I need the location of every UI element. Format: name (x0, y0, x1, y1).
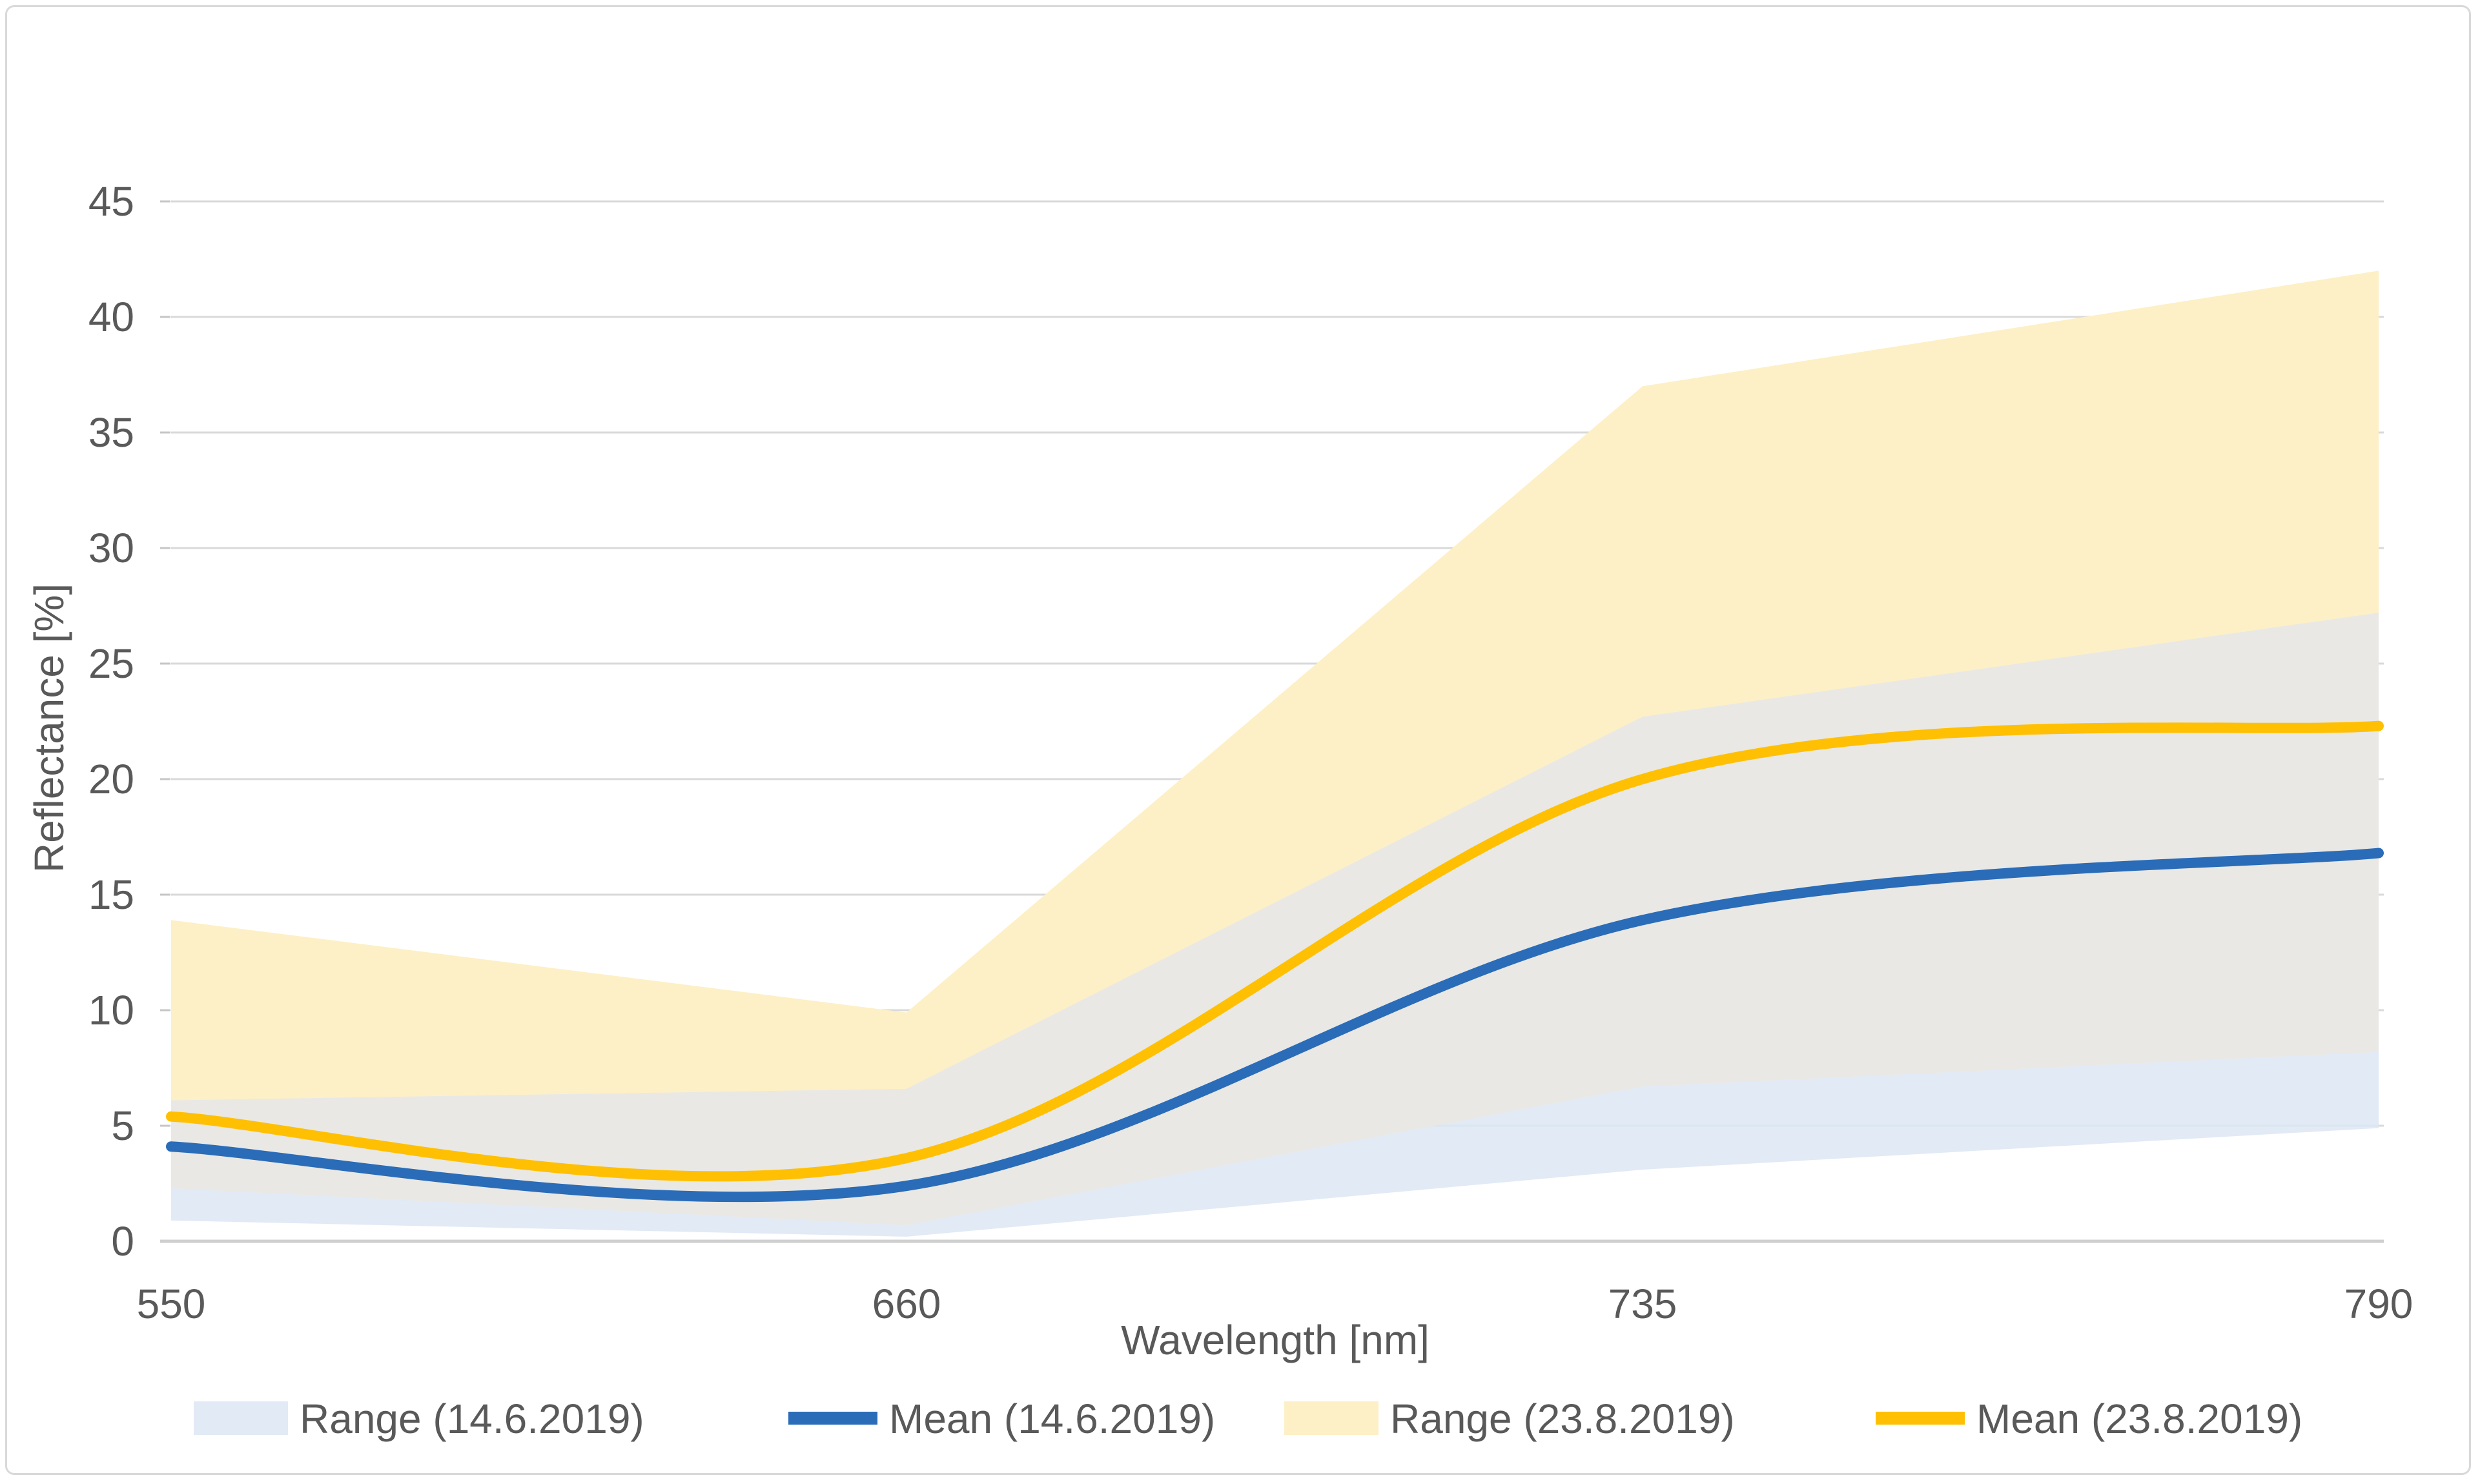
x-axis-tick-labels: 550 660 735 790 (137, 1281, 2413, 1327)
legend-label: Mean (23.8.2019) (1976, 1396, 2302, 1442)
range-overlap-band (171, 613, 2379, 1225)
legend-label: Range (14.6.2019) (300, 1396, 644, 1442)
y-tick-label: 35 (88, 409, 134, 456)
y-tick-label: 25 (88, 640, 134, 687)
y-tick-label: 10 (88, 987, 134, 1033)
x-tick-label: 660 (872, 1281, 941, 1327)
legend-item: Mean (14.6.2019) (788, 1396, 1215, 1442)
y-axis-tick-labels: 0 5 10 15 20 25 30 35 40 45 (88, 178, 134, 1265)
y-tick-label: 20 (88, 756, 134, 802)
legend: Range (14.6.2019) Mean (14.6.2019) Range (… (194, 1396, 2302, 1442)
legend-swatch-range (1284, 1401, 1378, 1435)
x-tick-label: 550 (137, 1281, 206, 1327)
x-tick-label: 790 (2344, 1281, 2413, 1327)
y-tick-label: 5 (111, 1103, 134, 1149)
legend-item: Range (14.6.2019) (194, 1396, 644, 1442)
y-axis-title: Reflectance [%] (26, 584, 72, 873)
legend-label: Range (23.8.2019) (1390, 1396, 1735, 1442)
legend-item: Range (23.8.2019) (1284, 1396, 1735, 1442)
y-tick-label: 45 (88, 178, 134, 225)
legend-item: Mean (23.8.2019) (1876, 1396, 2302, 1442)
y-tick-label: 0 (111, 1218, 134, 1265)
y-tick-label: 30 (88, 525, 134, 571)
mean-lines (166, 720, 2384, 1203)
mean-line (166, 720, 2384, 1182)
x-tick-label: 735 (1608, 1281, 1677, 1327)
legend-label: Mean (14.6.2019) (889, 1396, 1215, 1442)
range-bands (171, 270, 2379, 1237)
legend-swatch-range (194, 1401, 288, 1435)
x-axis-title: Wavelength [nm] (1121, 1317, 1430, 1363)
y-tick-label: 40 (88, 294, 134, 340)
mean-line (166, 848, 2384, 1203)
y-tick-label: 15 (88, 871, 134, 918)
